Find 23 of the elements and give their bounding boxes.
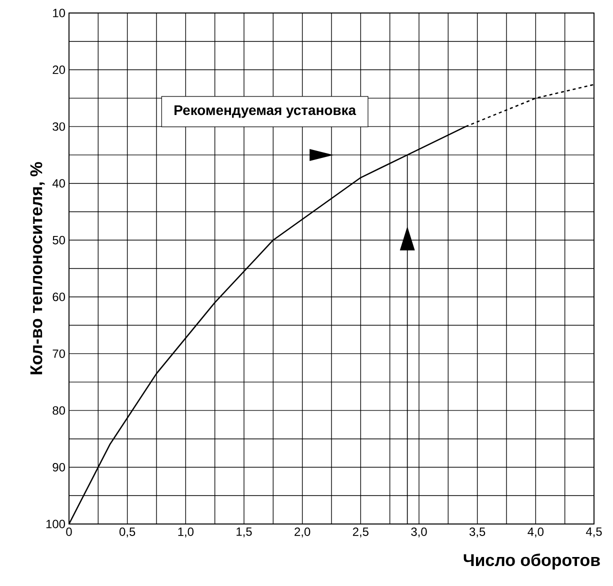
x-tick-label: 3,0	[411, 528, 427, 538]
x-tick-label: 3,5	[469, 528, 486, 538]
y-tick-label: 80	[52, 406, 66, 415]
x-tick-label: 4,0	[528, 528, 544, 538]
x-tick-label: 2,0	[294, 528, 310, 538]
y-tick-label: 100	[46, 520, 66, 528]
y-tick-label: 60	[52, 292, 66, 302]
y-tick-label: 70	[52, 349, 66, 358]
y-tick-label: 40	[52, 179, 66, 188]
x-tick-label: 0,5	[119, 528, 136, 538]
x-tick-label: 4,5	[586, 528, 602, 538]
x-tick-label: 1,0	[178, 528, 194, 538]
y-tick-label: 20	[52, 66, 66, 74]
x-tick-label: 0	[66, 528, 72, 536]
y-tick-label: 30	[52, 122, 66, 131]
y-axis-title: Кол-во теплоносителя, %	[30, 162, 45, 374]
y-tick-label: 10	[53, 8, 66, 18]
annotation: Рекомендуемая установка	[174, 105, 356, 118]
y-tick-label: 50	[52, 236, 66, 244]
x-axis-title: Число оборотов	[464, 554, 600, 570]
x-tick-label: 1,5	[236, 528, 252, 538]
x-tick-label: 2,5	[352, 528, 368, 538]
y-tick-label: 90	[52, 463, 66, 472]
